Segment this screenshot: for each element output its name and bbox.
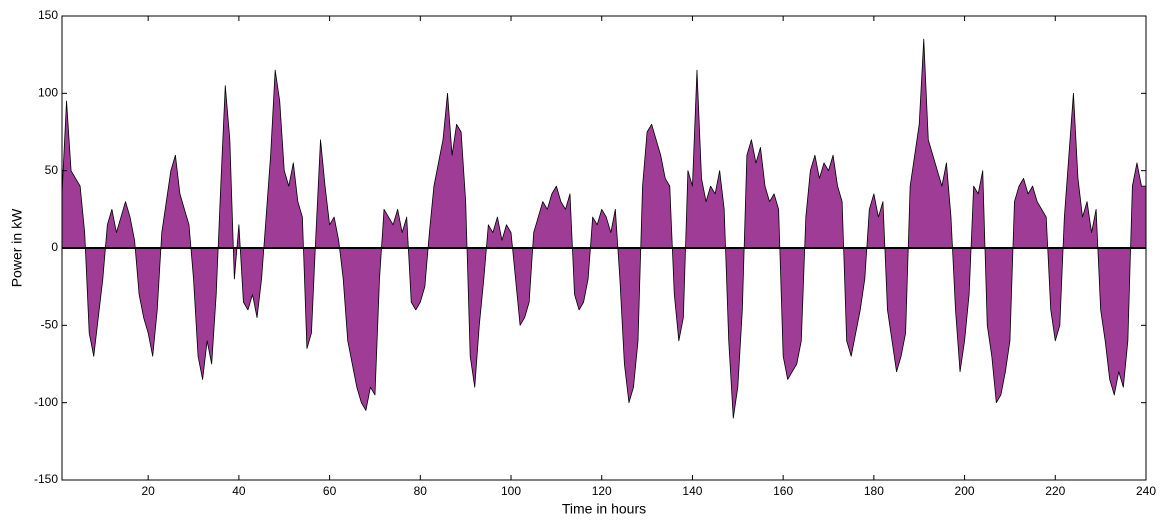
x-tick-label: 140 — [682, 484, 702, 498]
y-tick-label: -100 — [34, 395, 58, 409]
x-tick-label: 200 — [955, 484, 975, 498]
y-tick-label: 50 — [45, 163, 59, 177]
y-tick-label: -150 — [34, 472, 58, 486]
area — [61, 38, 1147, 419]
x-tick-label: 240 — [1136, 484, 1156, 498]
x-tick-label: 100 — [501, 484, 521, 498]
y-tick-label: -50 — [41, 318, 59, 332]
y-axis-title: Power in kW — [9, 208, 25, 287]
x-tick-label: 80 — [414, 484, 428, 498]
y-tick-label: 150 — [38, 8, 58, 22]
y-tick-label: 0 — [51, 240, 58, 254]
x-axis-title: Time in hours — [562, 501, 646, 517]
x-tick-label: 20 — [141, 484, 155, 498]
x-tick-label: 60 — [323, 484, 337, 498]
y-tick-label: 100 — [38, 86, 58, 100]
x-tick-label: 220 — [1045, 484, 1065, 498]
x-tick-label: 180 — [864, 484, 884, 498]
x-tick-label: 160 — [773, 484, 793, 498]
x-tick-label: 120 — [592, 484, 612, 498]
x-tick-label: 40 — [232, 484, 246, 498]
